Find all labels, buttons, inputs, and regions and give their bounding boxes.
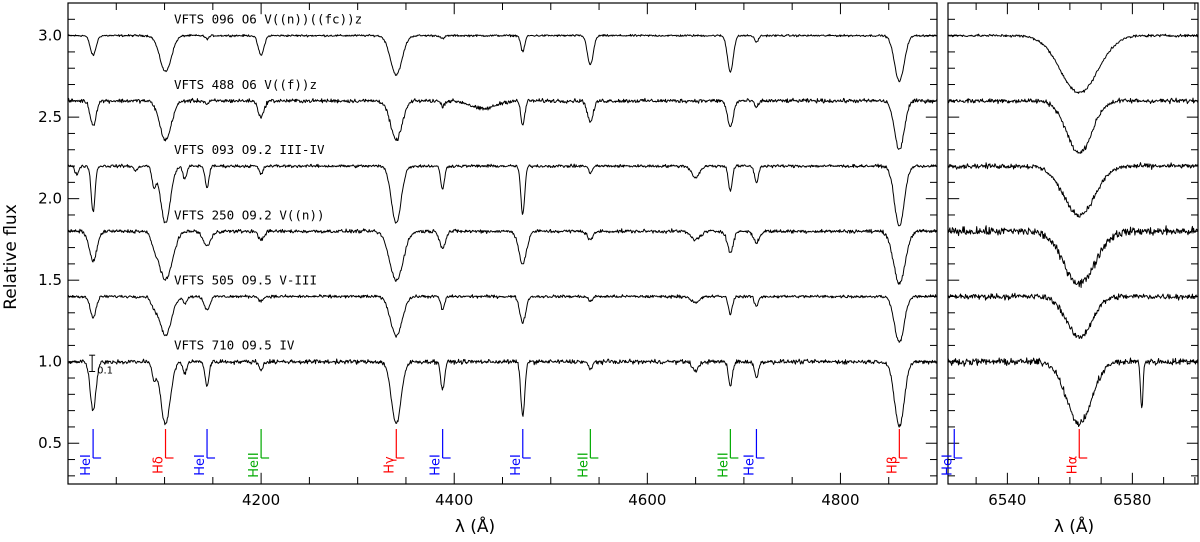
spectrum-line — [947, 225, 1199, 288]
x-tick-label: 6540 — [988, 491, 1026, 509]
line-id-label: Hδ — [152, 456, 167, 474]
panel-red-halpha: 6540 6580 HeI Hα — [940, 2, 1199, 509]
spectrum-line — [947, 97, 1199, 154]
star-label: VFTS 488 O6 V((f))z — [174, 77, 317, 92]
line-id-label: HeI — [429, 454, 444, 476]
x-tick-label: 4600 — [628, 491, 666, 509]
y-axis-title: Relative flux — [1, 204, 21, 310]
scale-bar-label: 0.1 — [97, 365, 113, 376]
star-label: VFTS 093 O9.2 III-IV — [174, 142, 325, 157]
spectrum-line — [67, 228, 938, 285]
line-id-label: HeI — [742, 454, 757, 476]
star-label: VFTS 710 O9.5 IV — [174, 338, 295, 353]
line-id-label: Hγ — [382, 456, 397, 474]
line-id-label: HeII — [576, 452, 591, 477]
line-id-label: HeI — [509, 454, 524, 476]
plot-frame — [947, 2, 1199, 485]
spectrum-line — [67, 294, 938, 343]
spectrum-line — [67, 33, 937, 83]
y-tick-label: 1.5 — [38, 271, 62, 289]
star-label: VFTS 250 O9.2 V((n)) — [174, 207, 325, 222]
y-tick-label: 0.5 — [38, 434, 62, 452]
y-tick-label: 2.0 — [38, 190, 62, 208]
x-axis-title-blue: λ (Å) — [455, 515, 495, 537]
y-tick-label: 1.0 — [38, 353, 62, 371]
spectrum-line — [67, 358, 938, 428]
line-id-label: HeII — [716, 452, 731, 477]
line-id-label: HeI — [79, 454, 94, 476]
line-id-label: Hα — [1065, 456, 1080, 474]
line-id-label: HeI — [940, 454, 955, 476]
line-id-label: HeII — [247, 452, 262, 477]
y-tick-label: 3.0 — [38, 27, 62, 45]
x-tick-label: 4400 — [435, 491, 473, 509]
spectrum-line — [947, 292, 1199, 339]
line-id-label: HeI — [193, 454, 208, 476]
panel-blue-spectra: 4200 4400 4600 4800 0.5 1.0 1.5 2.0 2.5 3.0 VFTS 0… — [38, 2, 938, 509]
x-axis-title-red: λ (Å) — [1054, 515, 1094, 537]
spectrum-line — [67, 97, 938, 150]
spectrum-line — [947, 33, 1199, 94]
x-tick-label: 4200 — [242, 491, 280, 509]
line-id-label: Hβ — [885, 456, 900, 474]
plot-frame — [67, 2, 938, 485]
y-tick-label: 2.5 — [38, 108, 62, 126]
spectrum-line — [947, 162, 1199, 218]
spectrum-line — [67, 163, 937, 227]
x-tick-label: 6580 — [1113, 491, 1151, 509]
star-label: VFTS 505 O9.5 V-III — [174, 272, 317, 287]
spectrum-line — [947, 357, 1199, 427]
star-label: VFTS 096 O6 V((n))((fc))z — [174, 12, 362, 27]
x-tick-label: 4800 — [821, 491, 859, 509]
